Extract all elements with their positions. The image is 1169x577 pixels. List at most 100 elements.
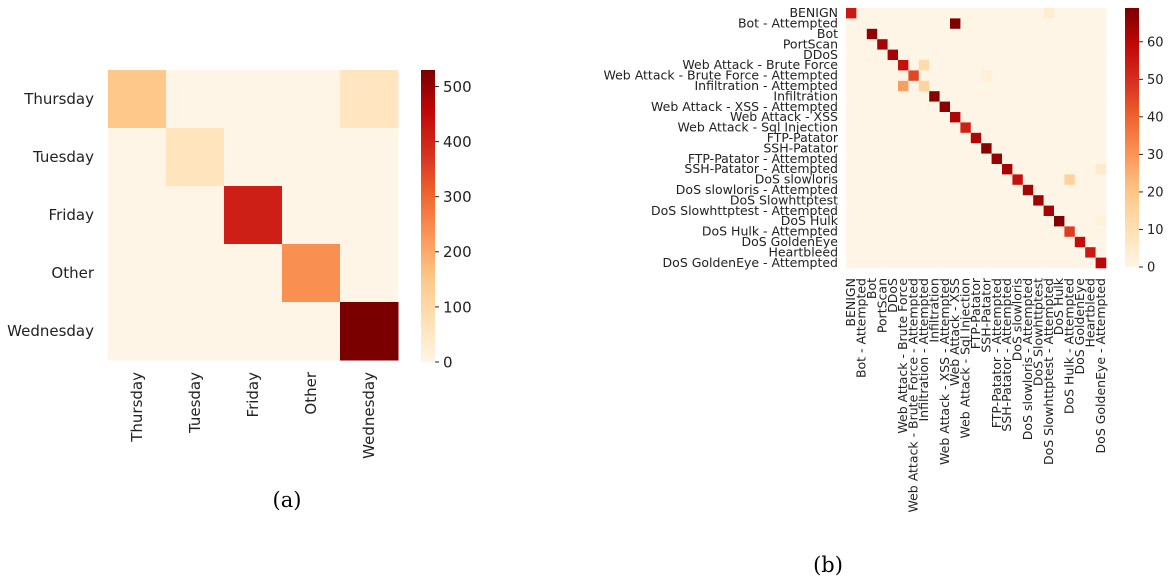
heatmap-b-x-label-13: SSH-Patator [978,277,993,353]
heatmap-b-cell-4-5 [898,49,909,61]
heatmap-b-cell-19-18 [1033,205,1044,217]
heatmap-b-cell-20-3 [877,216,888,227]
heatmap-b-cell-20-1 [856,216,868,227]
heatmap-b-cell-19-12 [970,205,982,217]
heatmap-b-cell-7-9 [939,80,951,92]
heatmap-b-cell-8-10 [950,91,961,102]
heatmap-b-y-label-21: DoS Hulk - Attempted [702,224,838,239]
heatmap-b-x-label-11: Web Attack - Sql Injection [958,278,973,439]
heatmap-b-cell-12-23 [1085,132,1096,144]
heatmap-b-cell-17-24 [1095,184,1107,196]
heatmap-a-cell-4-2 [224,302,283,361]
heatmap-b-cell-8-17 [1022,91,1034,102]
heatmap-b-x-label-15: SSH-Patator - Attempted [999,278,1014,432]
heatmap-b-cell-9-11 [960,101,972,113]
heatmap-b-cell-13-24 [1095,143,1107,154]
heatmap-b-cell-11-7 [918,122,930,134]
heatmap-b-cell-24-10 [950,257,961,269]
heatmap-a-colorbar-tick-label-4: 400 [443,133,472,151]
heatmap-b-cell-21-8 [929,226,940,238]
heatmap-b-cell-7-11 [960,80,972,92]
heatmap-b-cell-21-6 [908,226,920,238]
heatmap-b-cell-17-8 [929,184,940,196]
heatmap-b-cell-12-9 [939,132,951,144]
heatmap-b-cell-0-0 [846,8,857,19]
heatmap-b-cell-11-15 [1002,122,1013,134]
heatmap-b-cell-18-3 [877,195,888,206]
heatmap-b-cell-20-23 [1085,216,1096,227]
heatmap-b-cell-11-8 [929,122,940,134]
heatmap-b-cell-24-1 [856,257,868,269]
heatmap-b-x-label-4: DDoS [885,278,900,313]
heatmap-a-cell-3-1 [166,244,225,303]
heatmap-b-cell-24-2 [866,257,878,269]
heatmap-b-cell-7-15 [1002,80,1013,92]
heatmap-b-cell-22-18 [1033,236,1044,248]
heatmap-b-cell-21-7 [918,226,930,238]
heatmap-b-cell-24-7 [918,257,930,269]
heatmap-b-cell-5-13 [981,60,992,71]
heatmap-a-cell-2-2 [224,186,283,245]
heatmap-b-cell-9-14 [991,101,1003,113]
heatmap-b-cell-19-24 [1095,205,1107,217]
heatmap-b-cell-10-14 [991,112,1003,123]
heatmap-b-cell-16-23 [1085,174,1096,186]
heatmap-b-cell-3-1 [856,39,868,50]
heatmap-b-cell-13-22 [1074,143,1086,154]
heatmap-b-cell-8-5 [898,91,909,102]
heatmap-b-cell-13-12 [970,143,982,154]
heatmap-b-cell-12-22 [1074,132,1086,144]
heatmap-b-y-label-24: DoS GoldenEye - Attempted [663,255,838,270]
heatmap-b-cell-10-12 [970,112,982,123]
heatmap-b-cell-6-18 [1033,70,1044,82]
heatmap-b-cell-22-21 [1064,236,1076,248]
heatmap-b-cell-5-6 [908,60,920,71]
heatmap-b-cell-13-20 [1054,143,1065,154]
heatmap-b-cell-14-11 [960,153,972,165]
heatmap-b-cell-2-7 [918,28,930,40]
heatmap-b-cell-20-8 [929,216,940,227]
heatmap-b-cell-17-19 [1043,184,1055,196]
heatmap-b-colorbar-tick-label-1: 10 [1147,223,1164,238]
heatmap-b-x-label-19: DoS Slowhttptest - Attempted [1041,278,1056,465]
heatmap-b-cell-9-19 [1043,101,1055,113]
heatmap-b-cell-21-5 [898,226,909,238]
heatmap-b-cell-23-22 [1074,247,1086,258]
heatmap-b-cell-17-18 [1033,184,1044,196]
heatmap-b-cell-15-5 [898,164,909,175]
heatmap-b-cell-14-23 [1085,153,1096,165]
heatmap-b-cell-4-10 [950,49,961,61]
heatmap-b-cell-3-6 [908,39,920,50]
heatmap-b-x-label-9: Web Attack - XSS - Attempted [937,278,952,465]
heatmap-b-cell-5-2 [866,60,878,71]
heatmap-b-cell-8-7 [918,91,930,102]
heatmap-b-cell-16-5 [898,174,909,186]
heatmap-b-cell-2-6 [908,28,920,40]
heatmap-b-cell-16-18 [1033,174,1044,186]
heatmap-b-cell-22-1 [856,236,868,248]
heatmap-b-cell-22-6 [908,236,920,248]
heatmap-b-x-label-3: PortScan [874,278,889,333]
heatmap-b-cell-10-18 [1033,112,1044,123]
heatmap-b-y-label-19: DoS Slowhttptest - Attempted [651,203,838,218]
heatmap-b-cell-18-19 [1043,195,1055,206]
heatmap-b-y-label-1: Bot - Attempted [738,16,838,31]
heatmap-b-y-label-3: PortScan [783,36,838,51]
heatmap-b-cell-13-10 [950,143,961,154]
heatmap-b-y-label-12: FTP-Patator [767,130,839,145]
heatmap-b-cell-1-4 [887,18,899,30]
heatmap-b-cell-23-21 [1064,247,1076,258]
heatmap-b-cell-1-22 [1074,18,1086,30]
heatmap-b-cell-13-14 [991,143,1003,154]
heatmap-b-cell-3-10 [950,39,961,50]
heatmap-b-cell-13-8 [929,143,940,154]
heatmap-b-cell-11-18 [1033,122,1044,134]
heatmap-b-cell-12-8 [929,132,940,144]
heatmap-b-cell-20-9 [939,216,951,227]
heatmap-b-cell-17-13 [981,184,992,196]
heatmap-b-cell-1-8 [929,18,940,30]
heatmap-b-cell-3-7 [918,39,930,50]
heatmap-b-cell-16-14 [991,174,1003,186]
heatmap-a-colorbar-tick-label-3: 300 [443,188,472,206]
heatmap-b-cell-11-2 [866,122,878,134]
